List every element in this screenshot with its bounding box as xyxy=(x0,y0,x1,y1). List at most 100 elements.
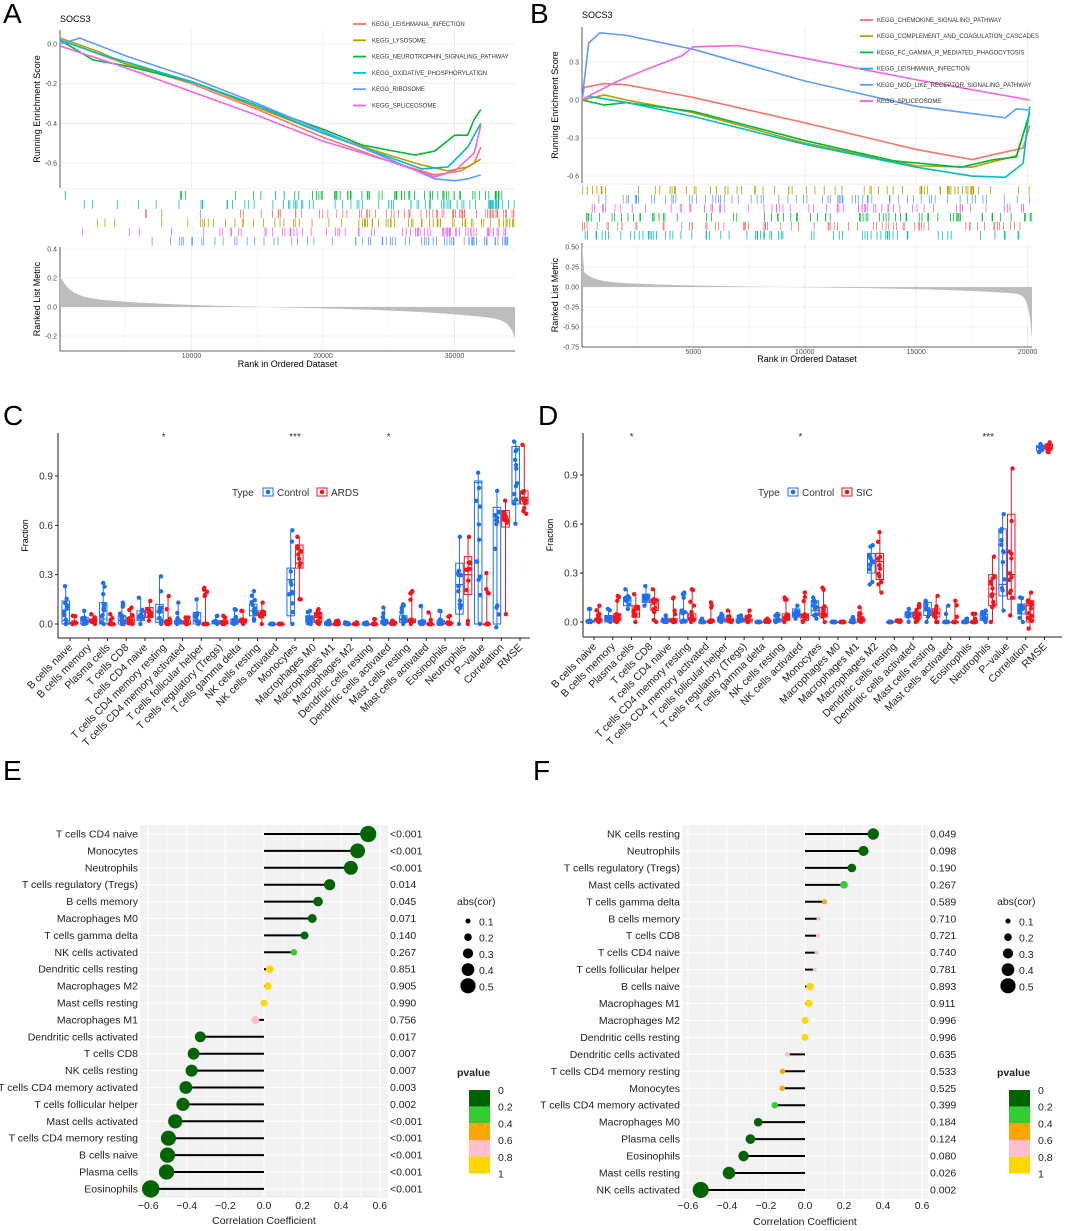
y-axis-label: Fraction xyxy=(545,519,555,552)
lollipop-row xyxy=(179,1081,264,1094)
data-point xyxy=(999,526,1005,532)
data-point xyxy=(428,617,433,623)
lollipop-row xyxy=(805,999,813,1008)
data-point xyxy=(457,534,463,540)
data-point xyxy=(513,497,519,502)
data-point xyxy=(289,539,295,544)
data-point xyxy=(120,604,125,609)
lollipop-point xyxy=(814,950,819,955)
data-point xyxy=(183,615,188,620)
lollipop-point xyxy=(187,1047,200,1060)
box-control xyxy=(698,616,707,625)
data-point xyxy=(138,621,143,627)
size-legend-title: abs(cor) xyxy=(457,896,496,908)
lollipop-row xyxy=(779,1085,805,1092)
size-legend-dot xyxy=(462,948,474,959)
box-control xyxy=(211,613,220,627)
data-point xyxy=(775,616,781,622)
significance-mark: * xyxy=(799,432,803,443)
data-point xyxy=(868,555,873,560)
x-tick-label: 0.0 xyxy=(798,1200,813,1212)
lollipop-point xyxy=(840,881,848,889)
data-point xyxy=(849,619,854,625)
data-point xyxy=(925,614,931,620)
data-point xyxy=(84,619,89,624)
data-point xyxy=(476,522,482,527)
data-point xyxy=(1008,613,1013,618)
data-point xyxy=(89,611,94,617)
data-point xyxy=(99,619,104,625)
lollipop-row xyxy=(264,843,366,859)
box-sic xyxy=(1025,590,1035,631)
data-point xyxy=(82,608,87,614)
lollipop-point xyxy=(350,843,366,859)
box-sic xyxy=(631,592,641,625)
lollipop-row xyxy=(251,1015,264,1024)
box-sic xyxy=(669,595,678,625)
data-point xyxy=(875,539,881,544)
box-sic xyxy=(612,593,622,625)
row-label: T cells regulatory (Tregs) xyxy=(22,879,138,891)
size-legend-label: 0.5 xyxy=(1019,981,1034,993)
data-point xyxy=(737,617,743,622)
lollipop-point xyxy=(812,967,817,972)
box-iqr xyxy=(492,506,502,625)
es-curve-4 xyxy=(581,32,1030,119)
row-label: Macrophages M1 xyxy=(599,998,680,1010)
es-y-tick-label: -0.2 xyxy=(45,81,57,88)
data-point xyxy=(504,520,509,526)
data-point xyxy=(719,613,725,619)
data-point xyxy=(511,501,517,506)
data-point xyxy=(597,617,602,622)
data-point xyxy=(924,601,929,607)
row-label: Macrophages M0 xyxy=(57,913,138,925)
data-point xyxy=(917,604,922,610)
box-ards xyxy=(332,618,342,627)
data-point xyxy=(496,612,502,617)
data-point xyxy=(380,618,386,624)
p-value-text: <0.001 xyxy=(390,1116,423,1128)
p-value-text: 0.893 xyxy=(930,981,956,993)
data-point xyxy=(877,529,882,535)
ranked-list-metric-area xyxy=(60,276,515,339)
data-point xyxy=(158,621,164,627)
data-point xyxy=(420,621,426,627)
es-curve-0 xyxy=(581,82,1031,161)
row-label: NK cells activated xyxy=(55,947,139,959)
p-value-text: <0.001 xyxy=(390,1133,423,1145)
lollipop-row xyxy=(779,1068,805,1075)
box-control xyxy=(829,619,838,625)
data-point xyxy=(1009,556,1014,561)
data-point xyxy=(194,597,199,602)
data-point xyxy=(448,621,453,627)
p-value-text: <0.001 xyxy=(390,829,423,841)
data-point xyxy=(174,617,180,623)
p-value-text: 0.002 xyxy=(930,1184,956,1196)
data-point xyxy=(351,621,357,627)
data-point xyxy=(934,610,939,615)
data-point xyxy=(107,611,113,617)
data-point xyxy=(688,616,693,622)
x-tick-label: −0.2 xyxy=(215,1200,236,1212)
lollipop-point xyxy=(264,982,272,990)
data-point xyxy=(595,612,601,618)
data-point xyxy=(763,619,768,624)
legend-key-dot xyxy=(844,489,850,495)
row-label: T cells CD4 naive xyxy=(56,829,138,841)
lollipop-row xyxy=(753,1117,805,1127)
color-legend-title: pvalue xyxy=(997,1067,1030,1079)
lollipop-row xyxy=(805,933,821,938)
data-point xyxy=(484,586,489,592)
box-control xyxy=(492,488,502,630)
box-control xyxy=(286,528,295,627)
data-point xyxy=(295,545,301,550)
lollipop-point xyxy=(801,1033,809,1041)
box-control xyxy=(473,470,483,627)
metric-y-tick-label: 0.50 xyxy=(565,245,579,252)
data-point xyxy=(513,462,519,468)
lollipop-row xyxy=(805,899,828,905)
data-point xyxy=(496,509,501,515)
row-label: T cells CD4 memory resting xyxy=(551,1066,680,1078)
data-point xyxy=(167,618,172,624)
data-point xyxy=(511,491,517,497)
